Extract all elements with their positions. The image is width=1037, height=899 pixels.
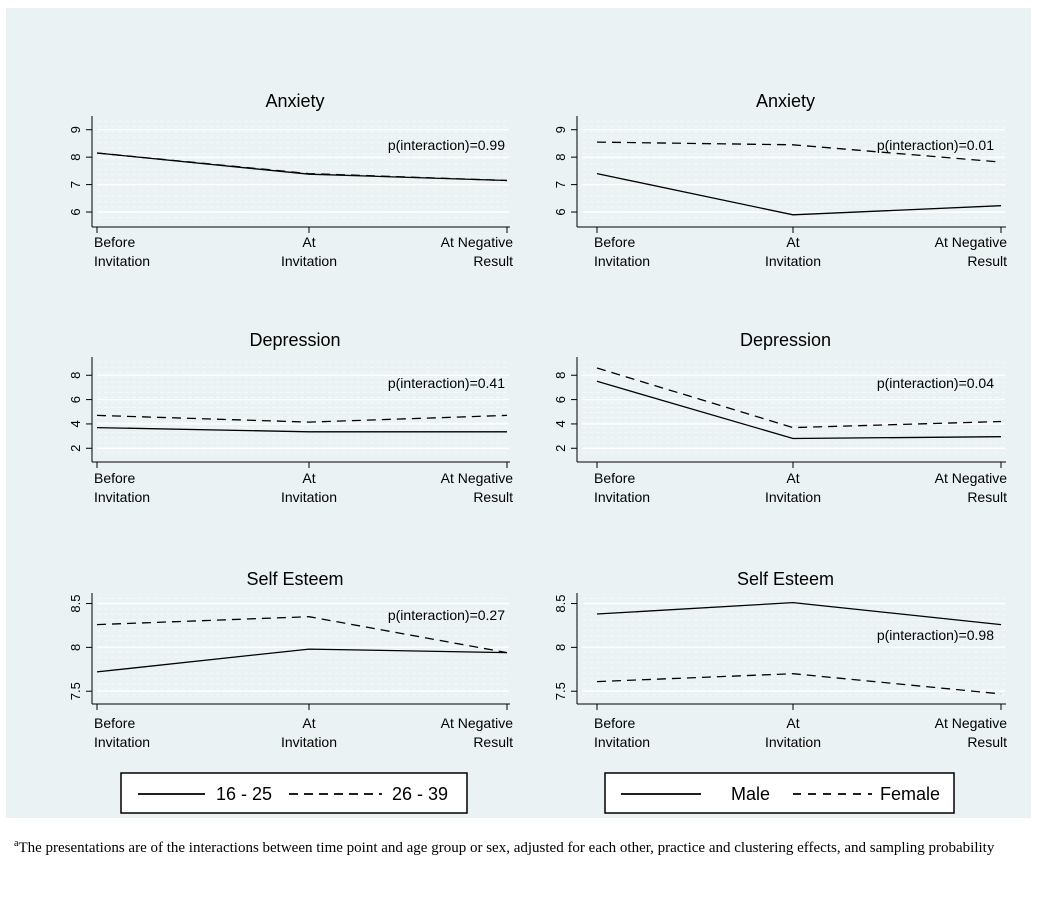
interaction-p-value: p(interaction)=0.41 (388, 375, 505, 391)
panel-title: Depression (249, 330, 340, 350)
panel-title: Anxiety (265, 91, 324, 111)
x-tick-label: Before (94, 715, 135, 731)
chart-panel-6: 7.5 8 8.5 Before Invitation At Invitation At Ne… (553, 569, 1007, 750)
legend-label: 26 - 39 (392, 784, 448, 804)
series-line (596, 172, 1002, 216)
series-line (596, 601, 1002, 626)
x-tick-label: Before (594, 715, 635, 731)
y-tick-label: 2 (68, 445, 83, 452)
y-tick-label: 8 (68, 154, 83, 161)
x-tick-label: At (302, 470, 315, 486)
series-line (96, 426, 507, 433)
y-tick-label: 8 (68, 644, 83, 651)
chart-panel-1: 6 7 8 9 Before Invitation At Invitation At Negat… (68, 91, 513, 269)
y-tick-label: 8 (553, 372, 568, 379)
x-tick-label: Invitation (594, 489, 650, 505)
x-tick-label: Invitation (281, 734, 337, 750)
x-tick-label: Before (94, 470, 135, 486)
legend-box (604, 772, 955, 814)
legend-box (120, 772, 468, 814)
x-tick-label: At Negative (935, 470, 1008, 486)
x-tick-label: At Negative (441, 715, 514, 731)
x-tick-label: At (786, 715, 799, 731)
y-tick-label: 8 (68, 372, 83, 379)
series-line (596, 141, 1002, 163)
x-tick-label: Invitation (765, 489, 821, 505)
x-tick-label: Invitation (94, 489, 150, 505)
x-tick-label: At Negative (441, 470, 514, 486)
series-line (596, 380, 1002, 440)
panel-title: Anxiety (756, 91, 815, 111)
y-tick-label: 6 (553, 396, 568, 403)
x-tick-label: Before (594, 470, 635, 486)
x-tick-label: Invitation (94, 253, 150, 269)
series-line (596, 673, 1002, 695)
x-tick-label: Invitation (765, 253, 821, 269)
x-tick-label: Result (473, 489, 513, 505)
series-line (96, 616, 508, 654)
x-tick-label: Result (473, 734, 513, 750)
interaction-p-value: p(interaction)=0.98 (877, 627, 994, 643)
y-tick-label: 7.5 (68, 682, 83, 700)
legend-label: Female (880, 784, 940, 804)
series-line (96, 648, 508, 673)
x-tick-label: At Negative (935, 234, 1008, 250)
interaction-p-value: p(interaction)=0.04 (877, 375, 994, 391)
x-tick-label: Result (473, 253, 513, 269)
legend-1: 16 - 25 26 - 39 (120, 772, 468, 814)
x-tick-label: Invitation (594, 734, 650, 750)
y-tick-label: 2 (553, 445, 568, 452)
y-tick-label: 8.5 (553, 594, 568, 612)
legend-label: Male (731, 784, 770, 804)
x-tick-label: Invitation (765, 734, 821, 750)
x-tick-label: Result (967, 734, 1007, 750)
x-tick-label: Invitation (94, 734, 150, 750)
series-line (96, 152, 508, 182)
x-tick-label: At (786, 470, 799, 486)
x-tick-label: Invitation (281, 253, 337, 269)
x-tick-label: Before (594, 234, 635, 250)
series-line (596, 367, 1002, 429)
interaction-p-value: p(interaction)=0.01 (877, 137, 994, 153)
x-tick-label: At (786, 234, 799, 250)
y-tick-label: 9 (553, 126, 568, 133)
y-tick-label: 4 (68, 420, 83, 427)
y-tick-label: 8.5 (68, 594, 83, 612)
x-tick-label: At Negative (935, 715, 1008, 731)
y-tick-label: 8 (553, 154, 568, 161)
series-line (96, 414, 508, 423)
y-tick-label: 7 (553, 181, 568, 188)
legend-2: Male Female (604, 772, 955, 814)
x-tick-label: Result (967, 253, 1007, 269)
x-tick-label: At Negative (441, 234, 514, 250)
chart-panel-2: 6 7 8 9 Before Invitation At Invitation At Negat… (553, 91, 1007, 269)
chart-panel-4: 2 4 6 8 Before Invitation At Invitation At Negat… (553, 330, 1007, 505)
y-tick-label: 9 (68, 126, 83, 133)
x-tick-label: At (302, 715, 315, 731)
y-tick-label: 6 (68, 208, 83, 215)
panel-title: Self Esteem (737, 569, 834, 589)
x-tick-label: Result (967, 489, 1007, 505)
chart-panel-3: 2 4 6 8 Before Invitation At Invitation At Negat… (68, 330, 513, 505)
panel-title: Depression (740, 330, 831, 350)
y-tick-label: 7 (68, 181, 83, 188)
x-tick-label: Invitation (281, 489, 337, 505)
footnote: aThe presentations are of the interactio… (14, 833, 1014, 859)
interaction-p-value: p(interaction)=0.99 (388, 137, 505, 153)
y-tick-label: 8 (553, 644, 568, 651)
interaction-p-value: p(interaction)=0.27 (388, 607, 505, 623)
x-tick-label: Invitation (594, 253, 650, 269)
panel-title: Self Esteem (246, 569, 343, 589)
footnote-marker: a (14, 838, 19, 849)
y-tick-label: 7.5 (553, 682, 568, 700)
y-tick-label: 6 (553, 208, 568, 215)
x-tick-label: At (302, 234, 315, 250)
x-tick-label: Before (94, 234, 135, 250)
y-tick-label: 6 (68, 396, 83, 403)
footnote-text: The presentations are of the interaction… (18, 840, 995, 856)
legend-label: 16 - 25 (216, 784, 272, 804)
chart-panel-5: 7.5 8 8.5 Before Invitation At Invitation At Ne… (68, 569, 513, 750)
y-tick-label: 4 (553, 420, 568, 427)
